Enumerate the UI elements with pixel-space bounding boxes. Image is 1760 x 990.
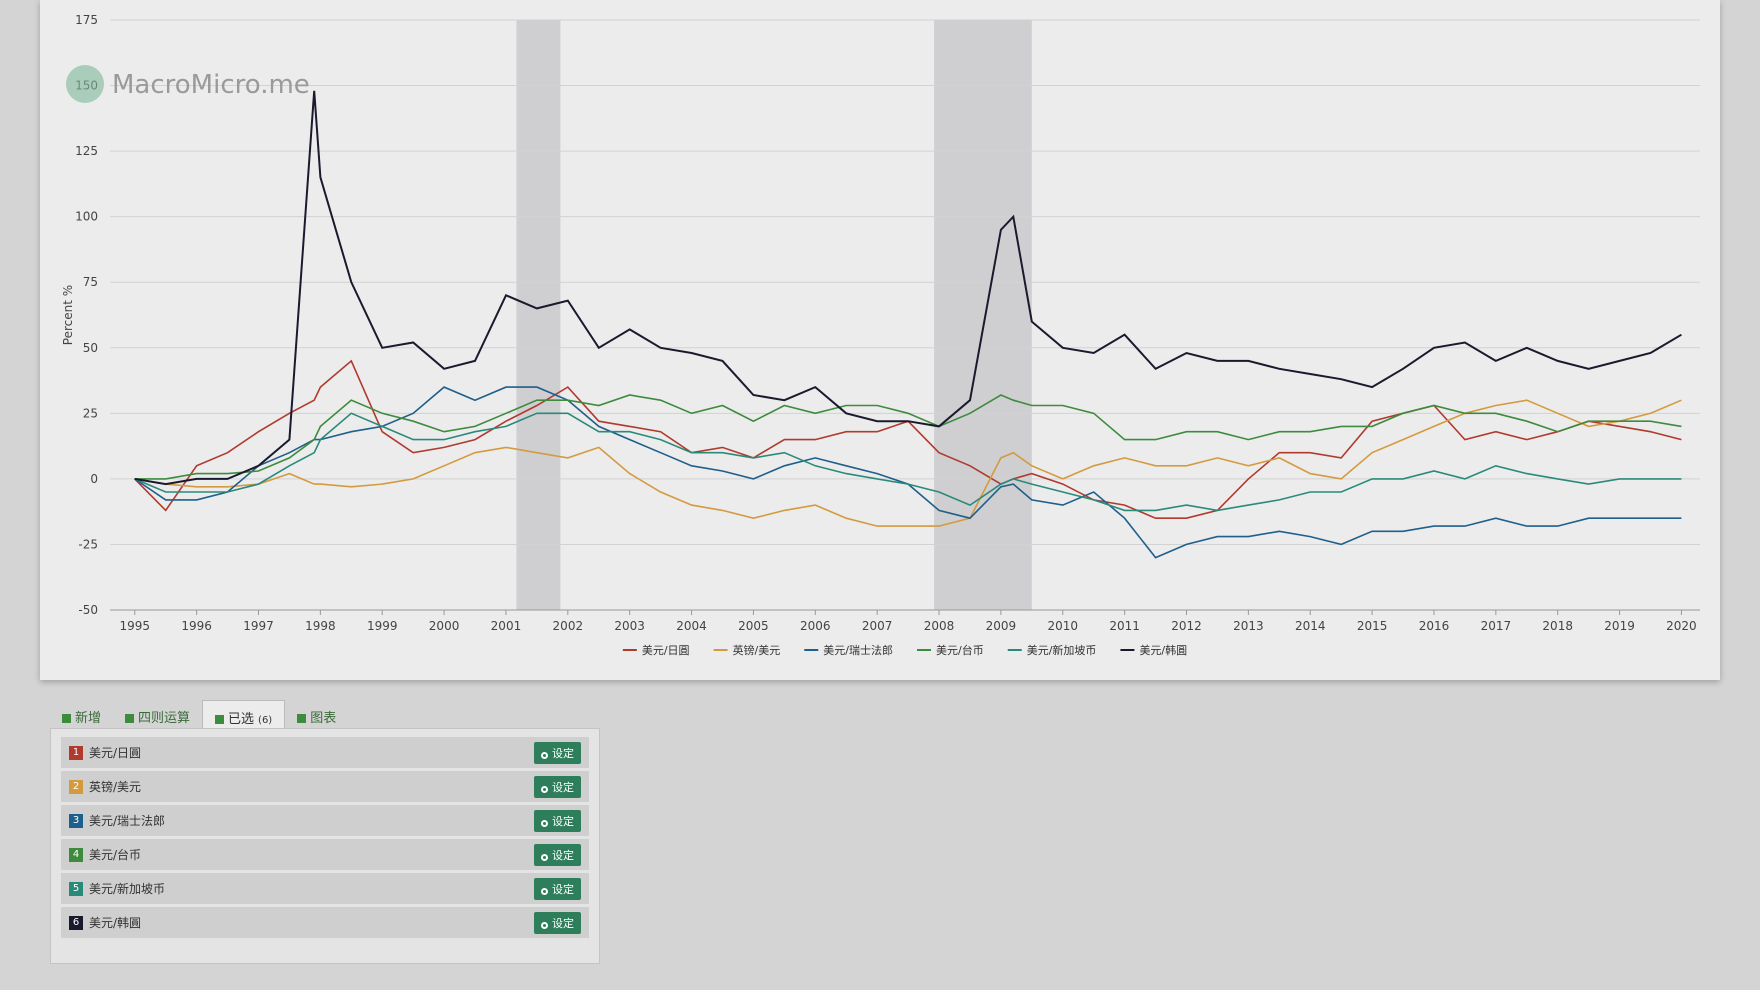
legend-label: 英镑/美元 xyxy=(733,643,781,657)
chart-card: -50-250255075100125150175199519961997199… xyxy=(40,0,1720,680)
x-tick-label: 1996 xyxy=(181,619,212,633)
y-tick-label: 0 xyxy=(90,472,98,486)
x-tick-label: 1995 xyxy=(119,619,150,633)
series-row: 3 美元/瑞士法郎 设定 xyxy=(61,805,589,836)
chart: -50-250255075100125150175199519961997199… xyxy=(61,13,1700,657)
tab-icon xyxy=(297,714,307,723)
tab-label: 图表 xyxy=(310,711,337,726)
series-index: 5 xyxy=(69,881,83,896)
x-tick-label: 2001 xyxy=(491,619,522,633)
settings-button[interactable]: 设定 xyxy=(534,741,581,764)
tab-label: 四则运算 xyxy=(138,711,191,726)
series-index: 2 xyxy=(69,779,83,794)
tab-icon xyxy=(62,714,71,723)
tab[interactable]: 图表 xyxy=(285,700,348,734)
x-tick-label: 2005 xyxy=(738,619,769,633)
x-tick-label: 2007 xyxy=(862,619,893,633)
series-list: 1 美元/日圓 设定 2 英镑/美元 设定 3 美元/瑞士法郎 设定 4 美元/台币 设定 5 美元/新加… xyxy=(50,728,600,964)
series-index: 3 xyxy=(69,813,83,828)
y-tick-label: 175 xyxy=(75,13,98,27)
series-index: 6 xyxy=(69,915,83,930)
tab-label: 已选 xyxy=(228,712,255,727)
x-tick-label: 2015 xyxy=(1357,619,1388,633)
series-row: 5 美元/新加坡币 设定 xyxy=(61,873,589,904)
x-tick-label: 2003 xyxy=(614,619,645,633)
series-name: 美元/新加坡币 xyxy=(89,882,166,896)
watermark-logo xyxy=(66,65,104,103)
tab[interactable]: 四则运算 xyxy=(113,700,202,734)
legend-label: 美元/韩圓 xyxy=(1139,643,1187,657)
x-tick-label: 2013 xyxy=(1233,619,1264,633)
tab[interactable]: 新增 xyxy=(50,700,113,734)
y-tick-label: -50 xyxy=(78,603,98,617)
y-tick-label: 50 xyxy=(83,341,98,355)
series-index: 4 xyxy=(69,847,83,862)
x-tick-label: 2011 xyxy=(1109,619,1140,633)
series-name: 美元/韩圓 xyxy=(89,916,142,930)
tab-icon xyxy=(215,715,225,724)
series-line xyxy=(134,399,1682,527)
x-tick-label: 1999 xyxy=(367,619,398,633)
settings-button[interactable]: 设定 xyxy=(534,877,581,900)
series-row: 2 英镑/美元 设定 xyxy=(61,771,589,802)
legend-label: 美元/日圓 xyxy=(642,644,690,657)
series-name: 美元/日圓 xyxy=(89,746,142,760)
x-tick-label: 2010 xyxy=(1047,619,1078,633)
legend-label: 美元/瑞士法郎 xyxy=(823,643,893,657)
tab-label: 新增 xyxy=(75,711,102,726)
x-tick-label: 2014 xyxy=(1295,619,1326,633)
tab-count: (6) xyxy=(258,715,273,726)
x-tick-label: 2006 xyxy=(800,619,831,633)
legend-label: 美元/新加坡币 xyxy=(1027,643,1097,657)
x-tick-label: 2012 xyxy=(1171,619,1202,633)
series-line xyxy=(134,412,1682,512)
legend-label: 美元/台币 xyxy=(936,643,984,657)
y-tick-label: 75 xyxy=(83,275,98,289)
x-tick-label: 2000 xyxy=(429,619,460,633)
settings-button[interactable]: 设定 xyxy=(534,809,581,832)
y-tick-label: 25 xyxy=(83,406,98,420)
series-row: 6 美元/韩圓 设定 xyxy=(61,907,589,938)
settings-button[interactable]: 设定 xyxy=(534,911,581,934)
x-tick-label: 2020 xyxy=(1666,619,1697,633)
shaded-range xyxy=(516,20,561,610)
series-row: 4 美元/台币 设定 xyxy=(61,839,589,870)
settings-button[interactable]: 设定 xyxy=(534,843,581,866)
y-tick-label: 100 xyxy=(75,210,98,224)
series-name: 美元/台币 xyxy=(89,848,142,862)
x-tick-label: 2002 xyxy=(553,619,584,633)
tab-icon xyxy=(125,714,135,723)
series-line xyxy=(134,90,1682,486)
x-tick-label: 1997 xyxy=(243,619,274,633)
series-line xyxy=(134,359,1682,519)
settings-button[interactable]: 设定 xyxy=(534,775,581,798)
series-line xyxy=(134,394,1682,480)
x-tick-label: 2004 xyxy=(676,619,707,633)
series-index: 1 xyxy=(69,745,83,760)
x-tick-label: 2018 xyxy=(1542,619,1573,633)
y-axis-label: Percent % xyxy=(61,285,75,345)
x-tick-label: 2019 xyxy=(1604,619,1635,633)
shaded-range xyxy=(934,20,1032,610)
y-tick-label: 125 xyxy=(75,144,98,158)
x-tick-label: 2016 xyxy=(1419,619,1450,633)
x-tick-label: 2017 xyxy=(1481,619,1512,633)
x-tick-label: 1998 xyxy=(305,619,336,633)
y-tick-label: -25 xyxy=(78,537,98,551)
x-tick-label: 2009 xyxy=(986,619,1017,633)
watermark: MacroMicro.me xyxy=(112,70,310,100)
series-row: 1 美元/日圓 设定 xyxy=(61,737,589,768)
series-name: 美元/瑞士法郎 xyxy=(89,814,166,828)
series-name: 英镑/美元 xyxy=(89,780,142,794)
x-tick-label: 2008 xyxy=(924,619,955,633)
